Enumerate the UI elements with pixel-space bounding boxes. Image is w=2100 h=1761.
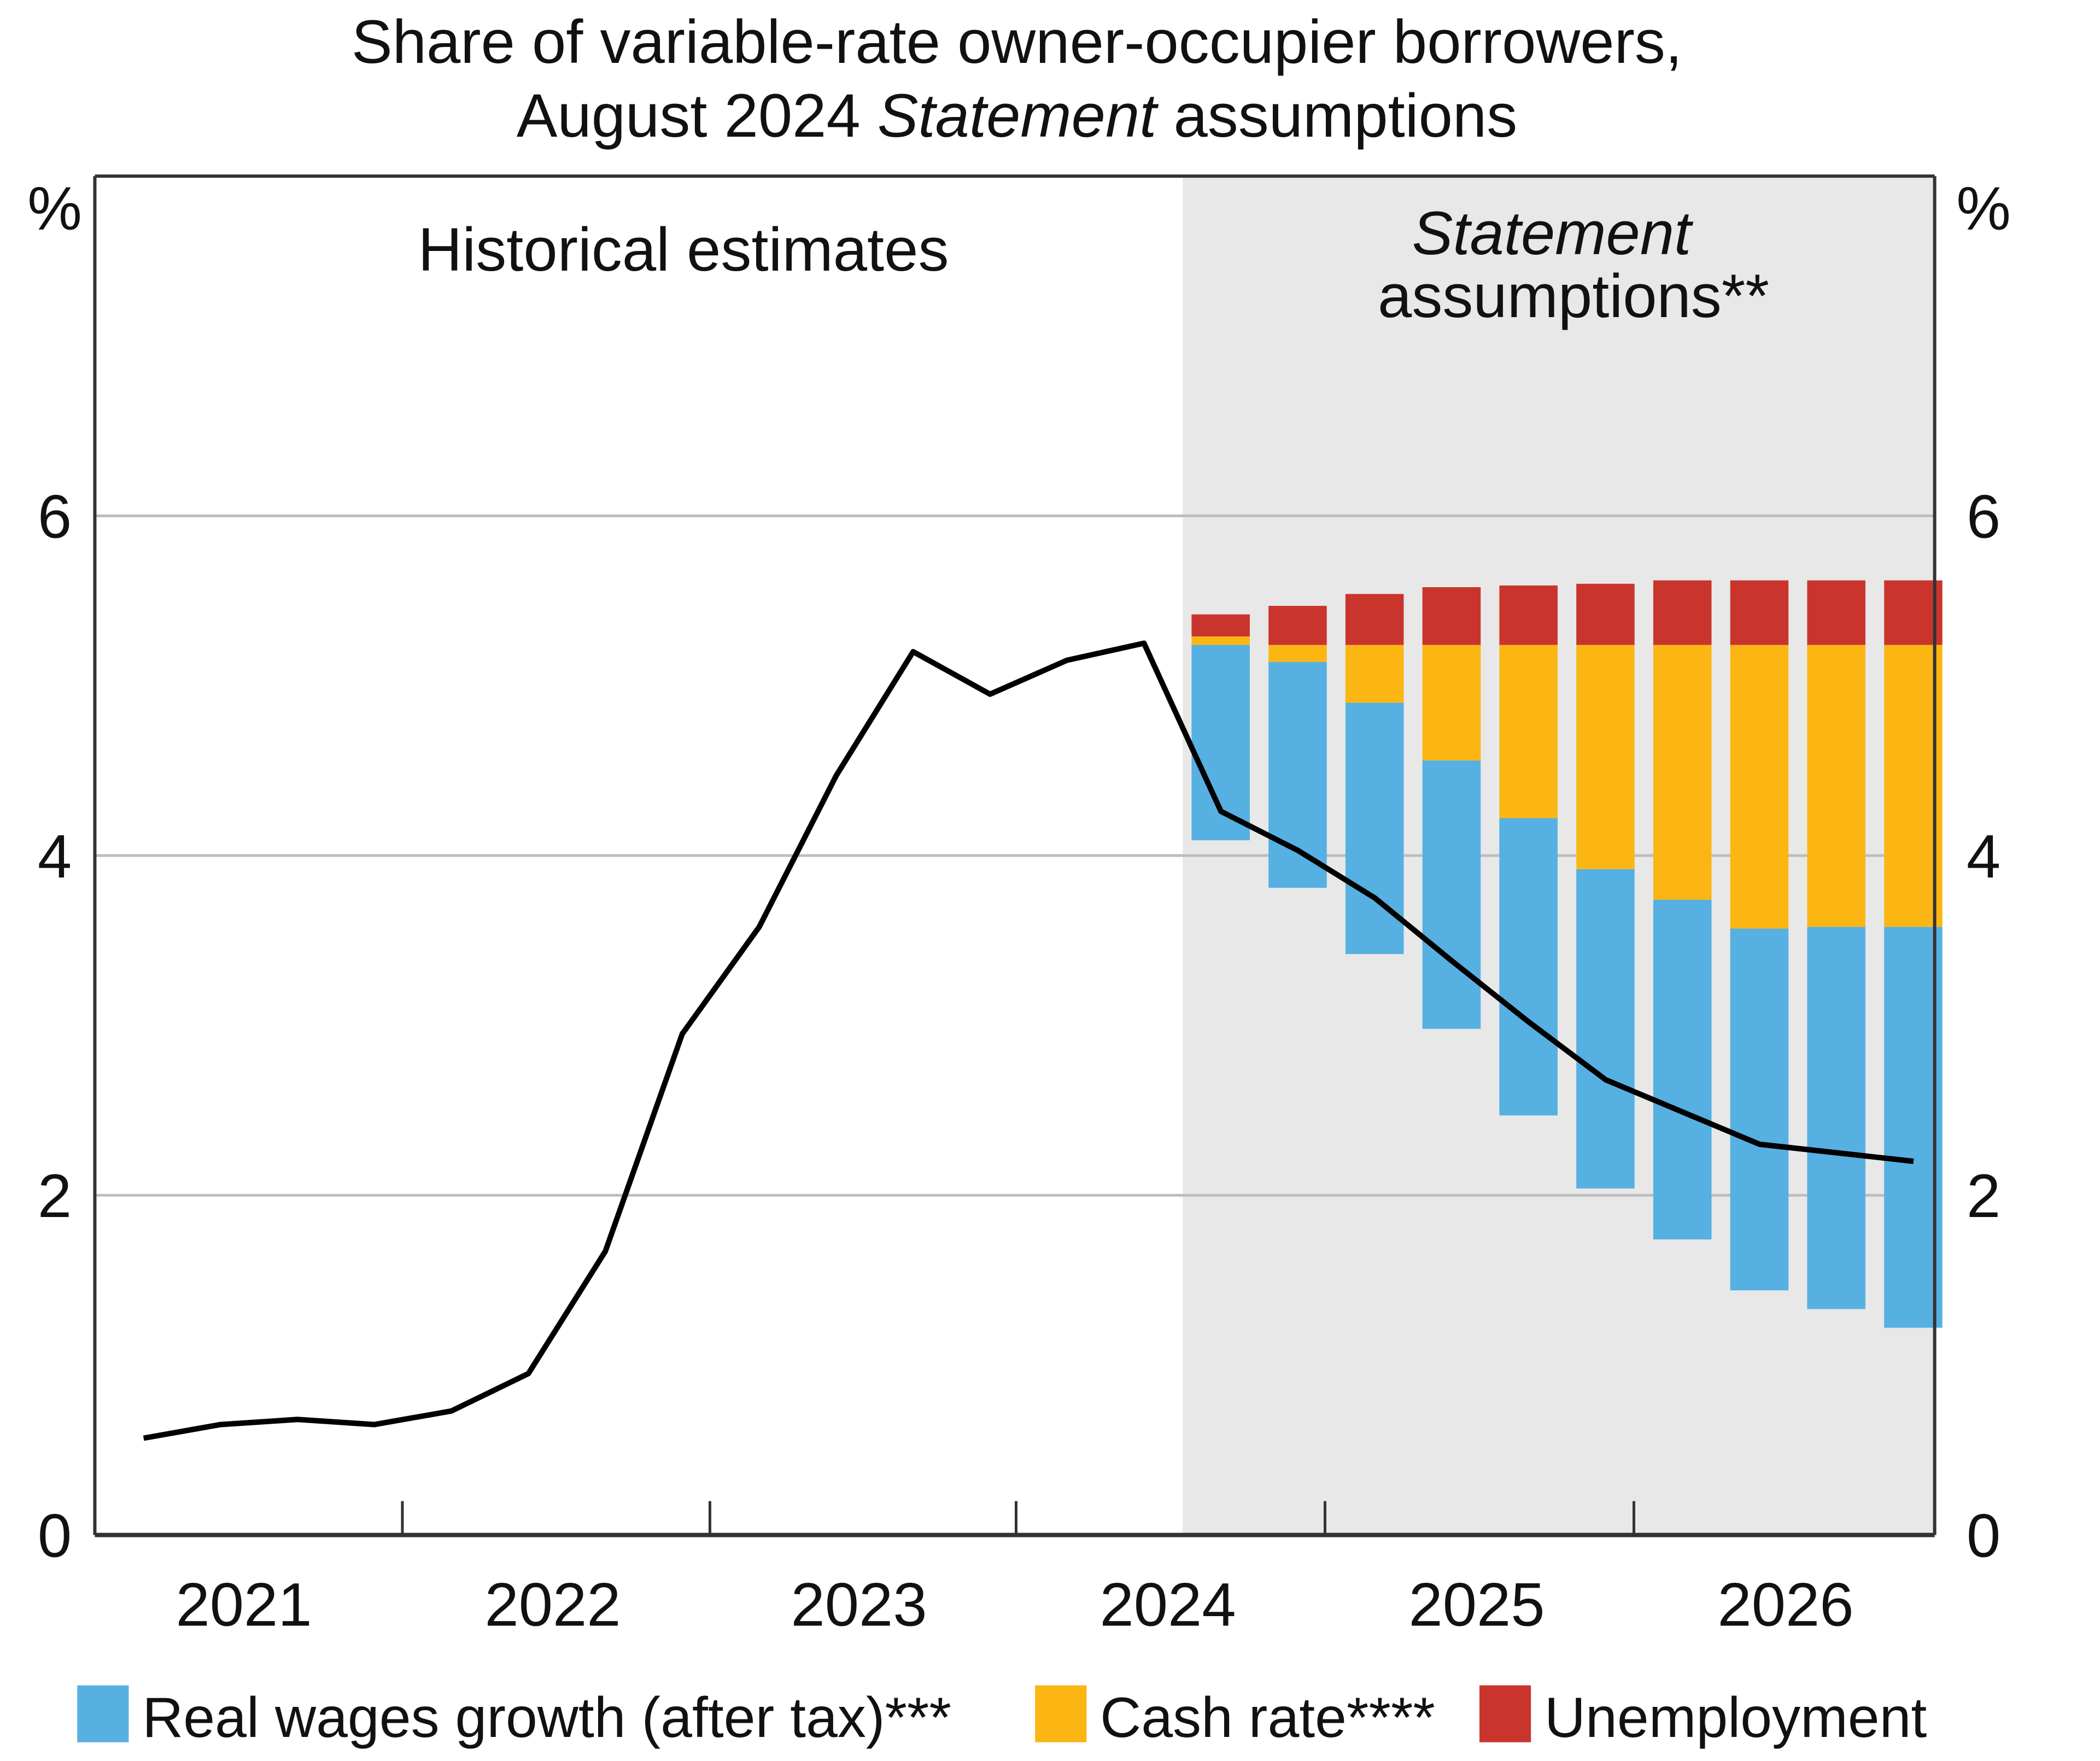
line-series	[143, 640, 1914, 1441]
bar-segment-real-wages-growth-after-tax	[1807, 927, 1865, 1309]
bar-segment-cash-rate	[1191, 636, 1250, 645]
y-tick-label-left: 6	[38, 482, 72, 551]
bar-segment-cash-rate	[1576, 645, 1635, 869]
legend-swatch	[1035, 1685, 1087, 1742]
bar-segment-unemployment	[1807, 580, 1865, 645]
legend-label: Real wages growth (after tax)***	[142, 1686, 951, 1750]
bar-segment-cash-rate	[1422, 645, 1481, 760]
chart-title-line1: Share of variable-rate owner-occupier bo…	[352, 8, 1682, 76]
bar-segment-unemployment	[1345, 594, 1404, 645]
x-tick-label: 2024	[1099, 1571, 1236, 1639]
y-tick-label-left: 0	[38, 1502, 72, 1570]
bar-segment-cash-rate	[1807, 645, 1865, 927]
x-tick-label: 2022	[484, 1571, 621, 1639]
bar-segment-real-wages-growth-after-tax	[1422, 760, 1481, 1029]
bar-segment-real-wages-growth-after-tax	[1653, 899, 1712, 1239]
bar-segment-real-wages-growth-after-tax	[1730, 928, 1789, 1291]
bar-segment-unemployment	[1191, 614, 1250, 637]
plot-area: 0 0 2 2 4 4 6 6 2021 2022 2023 2024 2025 2026	[38, 174, 2000, 1639]
bar-segment-real-wages-growth-after-tax	[1499, 818, 1558, 1116]
legend-item: Unemployment	[1479, 1685, 1927, 1750]
statement-annotation-line1: Statement	[1412, 199, 1693, 267]
title-part-italic: Statement	[878, 81, 1159, 150]
bar-segment-unemployment	[1884, 580, 1943, 645]
y-unit-left: %	[27, 174, 82, 243]
y-tick-label-left: 2	[38, 1162, 72, 1230]
x-tick-label: 2023	[791, 1571, 927, 1639]
legend-label: Cash rate****	[1100, 1686, 1435, 1750]
bar-segment-real-wages-growth-after-tax	[1884, 927, 1943, 1328]
statement-annotation-line2: assumptions**	[1378, 262, 1769, 330]
title-part-a: August 2024	[517, 81, 878, 150]
bar-segment-unemployment	[1653, 580, 1712, 645]
bar-segment-real-wages-growth-after-tax	[1576, 869, 1635, 1189]
bar-segment-cash-rate	[1499, 645, 1558, 818]
y-tick-label-left: 4	[38, 822, 72, 891]
y-tick-label-right: 0	[1967, 1502, 2000, 1570]
x-tick-label: 2021	[176, 1571, 312, 1639]
bar-segment-cash-rate	[1653, 645, 1712, 900]
bar-segment-cash-rate	[1268, 645, 1327, 662]
title-part-c: assumptions	[1156, 81, 1517, 150]
bar-segment-unemployment	[1499, 585, 1558, 645]
y-tick-label-right: 4	[1967, 822, 2000, 891]
bar-segment-cash-rate	[1730, 645, 1789, 929]
bar-segment-real-wages-growth-after-tax	[1268, 662, 1327, 888]
y-unit-right: %	[1956, 174, 2011, 243]
legend-item: Real wages growth (after tax)***	[77, 1685, 951, 1750]
y-tick-label-right: 2	[1967, 1162, 2000, 1230]
x-tick-label: 2026	[1717, 1571, 1853, 1639]
bar-segment-unemployment	[1268, 606, 1327, 645]
legend-swatch	[77, 1685, 129, 1742]
legend: Real wages growth (after tax)*** Cash rat…	[77, 1685, 1927, 1750]
bar-segment-unemployment	[1576, 583, 1635, 645]
bar-segment-unemployment	[1422, 587, 1481, 645]
legend-swatch	[1479, 1685, 1531, 1742]
bar-segment-cash-rate	[1884, 645, 1943, 927]
chart-title-line2: August 2024 Statement assumptions	[517, 81, 1517, 150]
bar-segment-unemployment	[1730, 580, 1789, 645]
bar-segment-cash-rate	[1345, 645, 1404, 703]
y-tick-label-right: 6	[1967, 482, 2000, 551]
legend-label: Unemployment	[1545, 1686, 1927, 1750]
x-tick-label: 2025	[1408, 1571, 1545, 1639]
historical-annotation: Historical estimates	[418, 215, 949, 284]
legend-item: Cash rate****	[1035, 1685, 1435, 1750]
